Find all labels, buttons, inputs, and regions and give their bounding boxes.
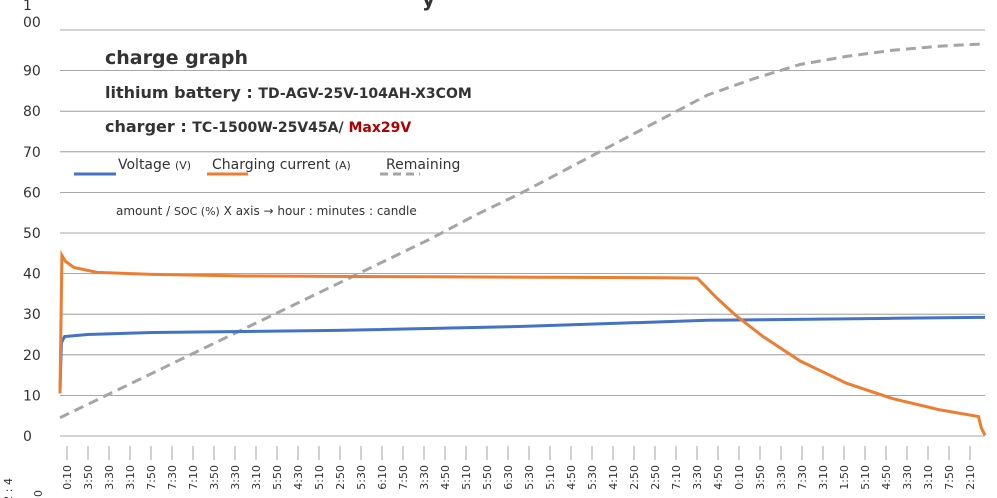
title-fragment: y (422, 0, 435, 11)
annotation-battery-value: TD-AGV-25V-104AH-X3COM (258, 86, 471, 102)
series-layer (58, 42, 987, 436)
y-tick-label: 30 (23, 307, 41, 323)
axis-note-text: X axis → hour : minutes : candle (220, 204, 417, 218)
annotation-charger-label: charger : (105, 117, 192, 136)
x-tick-label: 3:30 (103, 465, 116, 490)
x-tick-label: 5:10 (313, 465, 326, 490)
y-tick-label: 20 (23, 348, 41, 364)
axis-note-prefix: amount / (116, 204, 174, 218)
x-tick-label: 4:30 (292, 465, 305, 490)
x-tick-label: 3:30 (901, 465, 914, 490)
annotation-charger-value: TC-1500W-25V45A/ (192, 120, 348, 136)
x-tick-label: 4:50 (565, 465, 578, 490)
x-tick-label: 7:50 (943, 465, 956, 490)
x-tick-label: 5:30 (355, 465, 368, 490)
x-tick-label: 3:30 (691, 465, 704, 490)
series-remaining-line (59, 42, 986, 420)
legend-label-voltage: Voltage (V) (118, 157, 191, 173)
axis-note-unit: SOC (%) (174, 205, 220, 218)
axis-note: amount / SOC (%) X axis → hour : minutes… (116, 204, 417, 218)
x-tick-label: 3:10 (124, 465, 137, 490)
x-tick-label: 3:30 (229, 465, 242, 490)
x-tick-label: 1:50 (838, 465, 851, 490)
y-tick-label: 50 (23, 226, 41, 242)
x-tick-label: 3:10 (817, 465, 830, 490)
x-tick-label: 5:10 (859, 465, 872, 490)
y-tick-label: 10 (23, 388, 41, 404)
x-tick-label: 2:10 (964, 465, 977, 490)
x-tick-label: 7:50 (145, 465, 158, 490)
x-tick-label: 7:50 (397, 465, 410, 490)
x-tick-label: 2:50 (628, 465, 641, 490)
x-tick-label: 5:10 (460, 465, 473, 490)
y-tick-label: 70 (23, 145, 41, 161)
x-tick-label: 5:50 (271, 465, 284, 490)
x-tick-label: 4:10 (607, 465, 620, 490)
x-tick-label: 3:30 (418, 465, 431, 490)
y-tick-label: 60 (23, 185, 41, 201)
x-first-prefix: 2 : 4 (2, 478, 15, 498)
x-tick-label: 5:50 (481, 465, 494, 490)
x-tick-label: 7:10 (670, 465, 683, 490)
y-axis-ticks: 0 10 20 30 40 50 60 70 80 90 1 00 (23, 0, 41, 445)
x-tick-label: 6:10 (376, 465, 389, 490)
x-tick-label: 4:50 (712, 465, 725, 490)
x-tick-label: 7:30 (166, 465, 179, 490)
x-tick-label: 7:10 (187, 465, 200, 490)
annotation-charger: charger : TC-1500W-25V45A/ Max29V (105, 117, 411, 136)
y-tick-label: 1 00 (23, 0, 41, 31)
y-tick-label: 40 (23, 267, 41, 283)
legend-label-current: Charging current (A) (212, 157, 351, 173)
x-tick-label: 2:50 (334, 465, 347, 490)
x-tick-label: 7:30 (796, 465, 809, 490)
x-tick-label: 5:10 (544, 465, 557, 490)
x-tick-label: 0:10 (733, 465, 746, 490)
x-tick-label: 5:30 (523, 465, 536, 490)
legend-label-remaining: Remaining (386, 157, 460, 173)
x-axis-ticks: 0:10 3:50 3:30 3:10 7:50 7:30 7:10 3:50 3:30 3:10… (2, 446, 977, 498)
x-tick-label: 3:50 (208, 465, 221, 490)
annotation-charger-max: Max29V (348, 120, 411, 136)
series-current-line (58, 249, 987, 436)
gridlines (60, 29, 985, 437)
x-tick-label: 3:50 (82, 465, 95, 490)
y-tick-label: 0 (23, 429, 32, 445)
x-tick-label: 3:50 (754, 465, 767, 490)
legend: Voltage (V) Charging current (A) Remaini… (74, 157, 460, 176)
x-tick-label: 6:30 (502, 465, 515, 490)
x-tick-label: 3:10 (250, 465, 263, 490)
annotation-battery-label: lithium battery : (105, 83, 258, 102)
y-tick-label: 80 (23, 104, 41, 120)
x-tick-label: 2:50 (649, 465, 662, 490)
series-voltage-line (58, 315, 985, 392)
x-first-label: 0:10 (32, 490, 45, 498)
annotation-battery: lithium battery : TD-AGV-25V-104AH-X3COM (105, 83, 472, 102)
annotation-charge-graph: charge graph (105, 47, 248, 69)
x-tick-label: 4:50 (439, 465, 452, 490)
x-tick-label: 5:30 (586, 465, 599, 490)
x-tick-label: 4:50 (880, 465, 893, 490)
x-tick-label: 0:10 (61, 465, 74, 490)
y-tick-label: 90 (23, 64, 41, 80)
x-tick-label: 3:30 (775, 465, 788, 490)
x-tick-label: 3:10 (922, 465, 935, 490)
